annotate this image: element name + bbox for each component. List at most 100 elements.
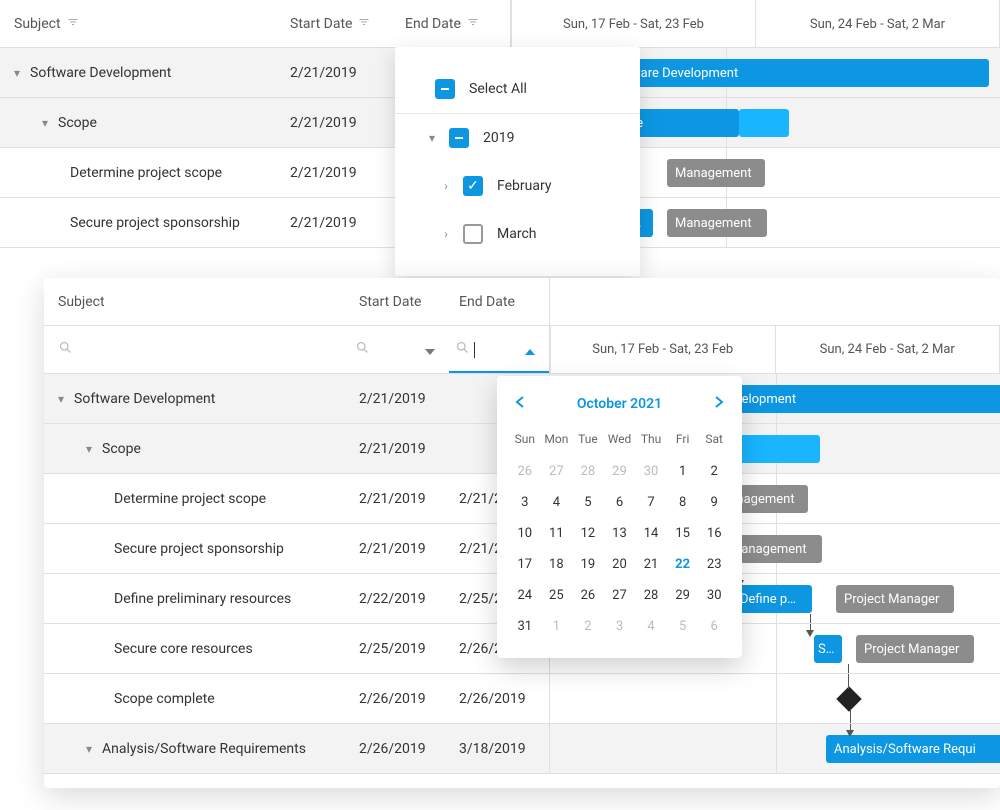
calendar-day[interactable]: 25 [541,580,573,611]
gantt-panel-back: Subject Start Date End Date Sun, 17 Feb … [0,0,1000,320]
calendar-day[interactable]: 4 [635,611,667,642]
chevron-down-icon[interactable]: ▾ [86,442,92,456]
calendar-day[interactable]: 6 [604,487,636,518]
filter-icon[interactable] [467,16,479,32]
calendar-day[interactable]: 28 [635,580,667,611]
milestone-diamond[interactable] [836,686,861,711]
calendar-day[interactable]: 5 [667,611,699,642]
filter-select-all[interactable]: Select All [395,65,640,113]
filter-month-node[interactable]: › ✓ February [395,162,640,210]
calendar-day[interactable]: 27 [541,456,573,487]
filter-select-all-label: Select All [469,81,527,97]
calendar-day[interactable]: 13 [604,518,636,549]
calendar-day[interactable]: 23 [698,549,730,580]
calendar-day[interactable]: 6 [698,611,730,642]
calendar-day[interactable]: 10 [509,518,541,549]
chevron-right-icon[interactable]: › [437,179,455,193]
calendar-day[interactable]: 4 [541,487,573,518]
gantt-bar[interactable]: Project Manager [856,635,974,663]
column-header-row: Subject Start Date End Date [44,278,1000,326]
search-icon[interactable] [455,340,470,359]
gantt-bar[interactable]: Analysis/Software Requi [826,735,1000,763]
gantt-bar[interactable]: Management [667,159,765,187]
calendar-day[interactable]: 8 [667,487,699,518]
gantt-bar[interactable]: S… [814,635,842,663]
gantt-bar[interactable]: Project Manager [836,585,954,613]
checkbox-unchecked-icon[interactable] [463,224,483,244]
filter-icon[interactable] [358,16,370,32]
task-end-date: 2/26/2019 [449,674,549,723]
chevron-down-icon[interactable]: ▾ [423,131,441,145]
date-range-cell: Sun, 24 Feb - Sat, 2 Mar [776,326,1000,374]
calendar-day[interactable]: 31 [509,611,541,642]
calendar-day[interactable]: 30 [635,456,667,487]
task-label: Secure project sponsorship [114,541,284,557]
date-range-cell: Sun, 17 Feb - Sat, 23 Feb [550,326,776,374]
calendar-day[interactable]: 2 [698,456,730,487]
calendar-day[interactable]: 28 [572,456,604,487]
calendar-day[interactable]: 15 [667,518,699,549]
calendar-day[interactable]: 20 [604,549,636,580]
calendar-day[interactable]: 29 [667,580,699,611]
task-start-date: 2/21/2019 [349,474,449,523]
calendar-day[interactable]: 22 [667,549,699,580]
calendar-day[interactable]: 5 [572,487,604,518]
calendar-day[interactable]: 26 [509,456,541,487]
chevron-down-icon[interactable]: ▾ [14,66,20,80]
filter-year-node[interactable]: ▾ 2019 [395,114,640,162]
calendar-day[interactable]: 30 [698,580,730,611]
col-subject-label: Subject [58,294,105,310]
calendar-day[interactable]: 1 [667,456,699,487]
calendar-day[interactable]: 19 [572,549,604,580]
calendar-dow: Sun [509,426,541,456]
task-start-date: 2/21/2019 [280,48,380,97]
checkbox-indeterminate-icon[interactable] [449,128,469,148]
col-subject-label: Subject [14,16,61,32]
chevron-down-icon[interactable]: ▾ [42,116,48,130]
search-icon[interactable] [355,340,370,359]
calendar-dow: Fri [667,426,699,456]
calendar-day[interactable]: 16 [698,518,730,549]
task-label: Scope [102,441,141,457]
calendar-day[interactable]: 2 [572,611,604,642]
gantt-bar[interactable] [732,435,820,463]
calendar-day[interactable]: 11 [541,518,573,549]
calendar-next-button[interactable] [708,392,730,416]
chevron-right-icon[interactable]: › [437,227,455,241]
chevron-down-icon[interactable]: ▾ [86,742,92,756]
dropdown-caret-icon[interactable] [525,340,535,359]
calendar-day[interactable]: 9 [698,487,730,518]
checkbox-checked-icon[interactable]: ✓ [463,176,483,196]
calendar-day[interactable]: 29 [604,456,636,487]
checkbox-indeterminate-icon[interactable] [435,79,455,99]
gantt-bar[interactable]: Define p… [732,585,812,613]
gantt-bar[interactable]: Software Development [599,59,989,87]
calendar-day[interactable]: 27 [604,580,636,611]
calendar-day[interactable]: 18 [541,549,573,580]
search-icon[interactable] [58,340,73,359]
filter-icon[interactable] [67,16,79,32]
filter-month-node[interactable]: › March [395,210,640,258]
calendar-day[interactable]: 17 [509,549,541,580]
gantt-bar[interactable]: Management [667,209,767,237]
dropdown-caret-icon[interactable] [425,340,435,359]
calendar-day[interactable]: 3 [509,487,541,518]
calendar-day[interactable]: 3 [604,611,636,642]
calendar-day[interactable]: 21 [635,549,667,580]
gantt-bar[interactable] [739,109,789,137]
calendar-day[interactable]: 26 [572,580,604,611]
calendar-day[interactable]: 12 [572,518,604,549]
calendar-day[interactable]: 1 [541,611,573,642]
calendar-day[interactable]: 24 [509,580,541,611]
calendar-prev-button[interactable] [509,392,531,416]
calendar-day[interactable]: 14 [635,518,667,549]
gantt-cell [549,674,1000,723]
calendar-dow: Thu [635,426,667,456]
col-end-label: End Date [459,294,515,310]
task-start-date: 2/25/2019 [349,624,449,673]
task-start-date: 2/21/2019 [349,424,449,473]
chevron-down-icon[interactable]: ▾ [58,392,64,406]
calendar-day[interactable]: 7 [635,487,667,518]
calendar-title[interactable]: October 2021 [577,396,662,412]
task-start-date: 2/26/2019 [349,674,449,723]
